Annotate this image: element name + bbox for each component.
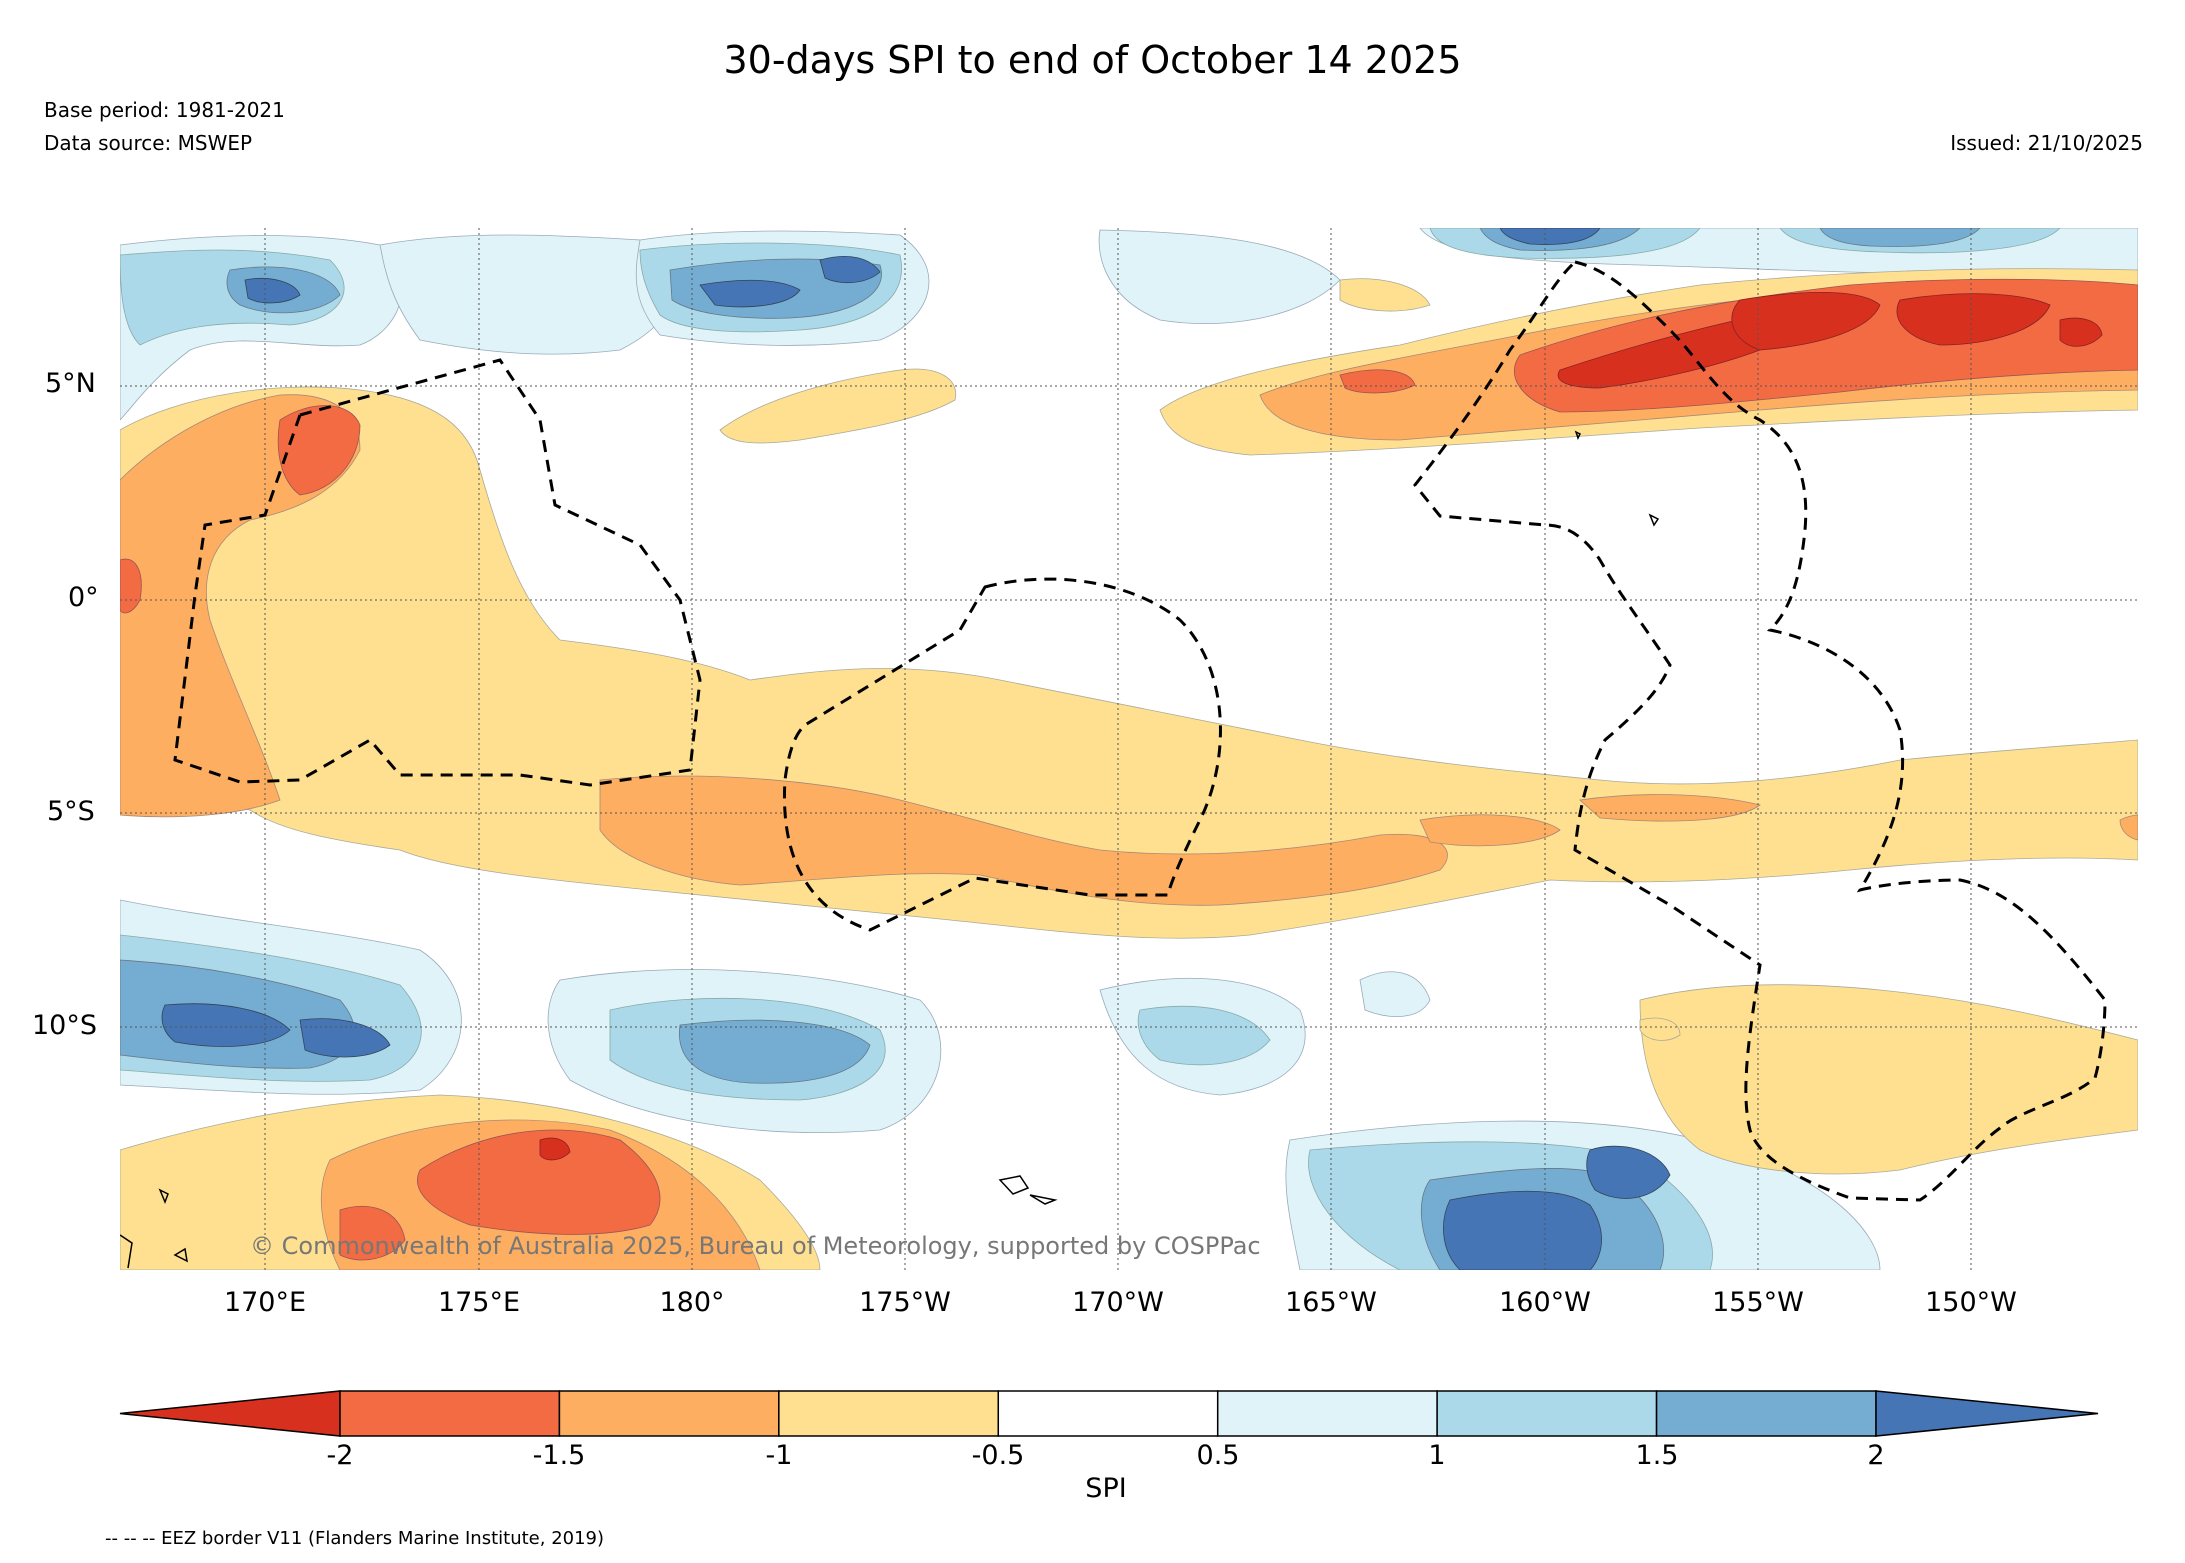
lat-label-0: 0° [68, 582, 99, 613]
page-title: 30-days SPI to end of October 14 2025 [723, 38, 1462, 82]
colorbar-extend-low [119, 1390, 341, 1437]
lon-label-150w: 150°W [1925, 1287, 2017, 1318]
eez-border-line-islands [1413, 260, 2107, 1202]
eez-borders [173, 260, 2107, 1202]
colorbar-segment-4 [997, 1390, 1219, 1437]
eez-legend-note: -- -- -- EEZ border V11 (Flanders Marine… [105, 1528, 605, 1549]
wet-extreme-areas [161, 228, 1671, 1270]
lon-label-180: 180° [659, 1287, 725, 1318]
colorbar-segment-7 [1655, 1390, 1877, 1437]
lon-label-155w: 155°W [1712, 1287, 1804, 1318]
colorbar-segment-5 [1216, 1390, 1438, 1437]
map-gridlines [120, 228, 2138, 1270]
lon-label-175w: 175°W [859, 1287, 951, 1318]
colorbar-tick-minus-2: -2 [326, 1440, 354, 1471]
base-period-text: Base period: 1981-2021 [44, 98, 285, 122]
eez-border-kiribati-gilbert [173, 358, 702, 787]
colorbar-tick-minus-1-5: -1.5 [532, 1440, 586, 1471]
copyright-text: © Commonwealth of Australia 2025, Bureau… [250, 1232, 1261, 1260]
colorbar-tick-1: 1 [1428, 1440, 1446, 1471]
eez-border-phoenix [782, 577, 1222, 932]
colorbar-segment-2 [558, 1390, 780, 1437]
lat-label-10s: 10°S [32, 1010, 97, 1041]
colorbar-tick-minus-0-5: -0.5 [971, 1440, 1025, 1471]
colorbar-extend-high [1875, 1390, 2099, 1437]
colorbar-label: SPI [1085, 1473, 1127, 1504]
colorbar-tick-1-5: 1.5 [1635, 1440, 1679, 1471]
colorbar-segment-3 [778, 1390, 1000, 1437]
colorbar-tick-2: 2 [1867, 1440, 1885, 1471]
issued-date-text: Issued: 21/10/2025 [1950, 131, 2143, 155]
lon-label-175e: 175°E [437, 1287, 521, 1318]
colorbar-segment-1 [339, 1390, 561, 1437]
lat-label-5n: 5°N [45, 368, 96, 399]
lon-label-160w: 160°W [1499, 1287, 1591, 1318]
lat-label-5s: 5°S [47, 796, 95, 827]
lon-label-165w: 165°W [1285, 1287, 1377, 1318]
lon-label-170w: 170°W [1072, 1287, 1164, 1318]
data-source-text: Data source: MSWEP [44, 131, 253, 155]
colorbar-tick-0-5: 0.5 [1196, 1440, 1240, 1471]
colorbar-tick-minus-1: -1 [765, 1440, 793, 1471]
dry-extreme-areas [539, 291, 2103, 1161]
lon-label-170e: 170°E [223, 1287, 307, 1318]
island-outlines [120, 430, 1660, 1269]
colorbar-segment-6 [1436, 1390, 1658, 1437]
